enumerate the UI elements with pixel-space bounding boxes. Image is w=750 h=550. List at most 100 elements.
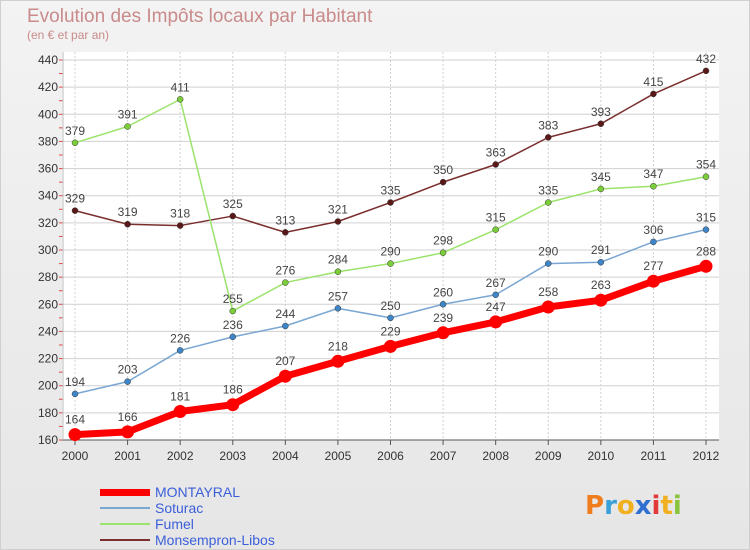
data-point <box>702 67 710 75</box>
data-label: 415 <box>643 75 663 89</box>
logo-letter: t <box>660 491 673 521</box>
data-point <box>492 161 499 168</box>
data-point <box>229 307 236 315</box>
data-point <box>334 305 342 312</box>
data-point <box>492 291 499 299</box>
data-label: 229 <box>380 324 400 338</box>
data-point <box>334 268 342 275</box>
data-label: 329 <box>65 192 85 206</box>
x-tick-label: 2007 <box>430 449 457 463</box>
data-point <box>71 207 79 214</box>
data-point <box>545 199 552 206</box>
logo-letter: r <box>604 491 617 521</box>
data-label: 255 <box>223 292 243 306</box>
legend-swatch <box>100 539 150 541</box>
legend-label: Fumel <box>155 516 194 532</box>
logo-letter: x <box>634 491 652 521</box>
x-tick-label: 2008 <box>482 449 509 463</box>
y-tick-label: 340 <box>38 189 58 203</box>
data-point <box>545 134 552 141</box>
data-label: 363 <box>486 146 506 160</box>
legend-swatch <box>100 489 150 496</box>
data-label: 298 <box>433 234 453 248</box>
data-label: 347 <box>643 167 663 181</box>
data-point <box>650 238 657 246</box>
data-label: 166 <box>118 410 138 424</box>
data-point <box>282 229 289 236</box>
data-point <box>226 398 240 412</box>
data-point <box>646 274 660 288</box>
data-label: 164 <box>65 413 85 427</box>
data-label: 186 <box>223 383 243 397</box>
data-label: 321 <box>328 203 348 217</box>
y-tick-label: 200 <box>38 379 58 393</box>
data-point <box>71 390 79 398</box>
x-tick-label: 2003 <box>219 449 246 463</box>
data-label: 276 <box>275 264 295 278</box>
y-tick-label: 220 <box>38 352 58 366</box>
data-label: 345 <box>591 170 611 184</box>
y-tick-label: 420 <box>38 80 58 94</box>
data-label: 379 <box>65 124 85 138</box>
data-label: 288 <box>696 244 716 258</box>
data-label: 313 <box>275 213 295 227</box>
data-label: 284 <box>328 253 348 267</box>
data-label: 181 <box>170 390 190 404</box>
y-tick-label: 400 <box>38 107 58 121</box>
data-label: 244 <box>275 307 295 321</box>
data-label: 236 <box>223 318 243 332</box>
data-label: 194 <box>65 375 85 389</box>
data-label: 315 <box>696 211 716 225</box>
x-tick-label: 2009 <box>535 449 562 463</box>
y-tick-label: 260 <box>38 297 58 311</box>
data-point <box>439 249 447 256</box>
chart-subtitle: (en € et par an) <box>27 28 110 42</box>
data-point <box>229 333 236 341</box>
data-point <box>278 369 292 383</box>
data-label: 247 <box>486 300 506 314</box>
data-point <box>650 90 657 98</box>
data-point <box>124 378 131 385</box>
data-label: 391 <box>118 108 138 122</box>
data-label: 393 <box>591 105 611 119</box>
data-point <box>489 315 503 329</box>
data-label: 257 <box>328 289 348 303</box>
y-tick-label: 300 <box>38 243 58 257</box>
y-tick-label: 240 <box>38 324 58 338</box>
data-point <box>594 293 608 307</box>
data-label: 290 <box>380 245 400 259</box>
data-label: 411 <box>171 80 190 94</box>
data-point <box>650 182 657 190</box>
y-tick-label: 380 <box>38 134 58 148</box>
x-tick-label: 2011 <box>641 449 667 463</box>
data-point <box>492 226 499 233</box>
data-label: 207 <box>275 354 295 368</box>
data-label: 267 <box>486 276 506 290</box>
data-label: 319 <box>118 205 138 219</box>
data-point <box>597 258 605 266</box>
data-point <box>384 339 397 353</box>
x-tick-label: 2012 <box>693 449 720 463</box>
x-tick-label: 2000 <box>62 449 89 463</box>
legend-swatch <box>100 507 150 509</box>
data-point <box>597 185 605 193</box>
x-tick-label: 2005 <box>325 449 352 463</box>
data-point <box>282 322 289 330</box>
data-label: 218 <box>328 339 348 353</box>
data-point <box>68 428 82 442</box>
data-label: 315 <box>486 211 506 225</box>
x-tick-label: 2006 <box>377 449 404 463</box>
data-point <box>387 314 394 322</box>
data-point <box>229 212 236 220</box>
y-tick-label: 180 <box>38 406 58 420</box>
data-point <box>121 425 135 439</box>
data-point <box>702 226 710 233</box>
data-label: 432 <box>696 52 716 66</box>
data-point <box>699 259 713 273</box>
data-point <box>702 173 710 180</box>
data-point <box>545 260 552 267</box>
x-tick-label: 2004 <box>272 449 299 463</box>
data-point <box>176 347 184 354</box>
y-tick-label: 160 <box>38 433 58 447</box>
